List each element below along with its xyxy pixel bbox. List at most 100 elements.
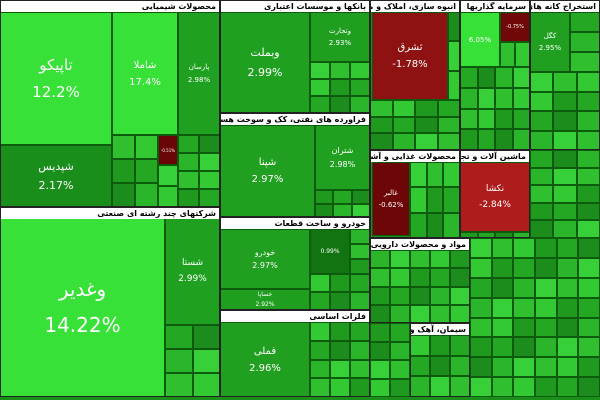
stock-change: 12.2% [32, 83, 80, 101]
filler-tile [553, 185, 577, 203]
filler-tile [495, 232, 513, 238]
filler-tile [315, 190, 334, 204]
filler-tile [530, 202, 554, 221]
filler-tile [350, 79, 370, 96]
filler-tile [470, 277, 492, 298]
filler-tile [351, 203, 370, 217]
filler-tile [392, 100, 415, 117]
filler-tile [553, 91, 577, 111]
filler-tile [535, 377, 557, 397]
filler-tile [350, 274, 370, 292]
filler-tile [370, 268, 390, 287]
filler-tile [165, 349, 193, 373]
filler-tile [430, 376, 450, 397]
filler-tile [450, 335, 470, 356]
filler-tile [390, 378, 410, 397]
filler-tile [530, 167, 554, 186]
filler-tile [437, 100, 460, 117]
stock-tile: وتجارت 2.93% [310, 12, 370, 62]
filler-tile [553, 111, 577, 131]
filler-tile [535, 317, 557, 338]
filler-tile [112, 135, 135, 159]
filler-tile [556, 238, 579, 258]
filler-tile [178, 153, 199, 171]
filler-tile [570, 52, 600, 72]
filler-tile [350, 359, 370, 379]
filler-tile [535, 297, 557, 318]
stock-tile: خودرو 2.97% [220, 229, 310, 289]
stock-tile: شپنا 2.97% [220, 125, 315, 217]
filler-tile [330, 274, 350, 292]
filler-tile [370, 250, 390, 269]
filler-tile [556, 357, 579, 378]
filler-tile [491, 277, 514, 298]
stock-name: خساپا [257, 290, 273, 298]
stock-tile: وبملت 2.99% [220, 12, 310, 113]
stock-change: -1.78% [392, 59, 428, 70]
filler-tile [450, 250, 470, 269]
stock-name: پارسان [188, 63, 210, 72]
filler-tile [192, 373, 220, 397]
filler-tile [135, 135, 158, 159]
filler-tile [370, 378, 390, 397]
filler-tile [513, 238, 535, 258]
filler-tile [513, 317, 535, 338]
stock-change: 17.4% [129, 76, 161, 88]
filler-tile [310, 62, 330, 79]
filler-tile [158, 186, 178, 207]
stock-change: 2.97% [251, 174, 284, 185]
filler-tile [491, 238, 514, 258]
filler-tile [530, 72, 554, 92]
filler-tile [330, 292, 350, 310]
filler-tile [576, 72, 600, 92]
filler-tile [350, 378, 370, 397]
filler-tile [450, 304, 470, 323]
stock-tile: -0.51% [158, 135, 178, 165]
filler-tile [556, 337, 579, 358]
filler-tile [390, 286, 410, 305]
filler-tile [410, 268, 430, 287]
filler-tile [495, 87, 513, 109]
filler-tile [410, 335, 430, 356]
filler-tile [450, 268, 470, 287]
filler-tile [310, 340, 330, 360]
filler-tile [513, 297, 535, 318]
filler-tile [556, 297, 579, 318]
stock-name: وبملت [250, 46, 280, 60]
stock-name: خودرو [254, 247, 276, 257]
stock-name: شاملا [133, 59, 157, 71]
filler-tile [448, 41, 460, 71]
filler-tile [576, 150, 600, 168]
filler-tile [470, 337, 492, 358]
filler-tile [576, 91, 600, 111]
filler-tile [491, 257, 514, 278]
filler-tile [112, 183, 135, 207]
filler-tile [513, 257, 535, 278]
filler-tile [576, 130, 600, 150]
filler-tile [530, 220, 554, 238]
stock-change: 2.97% [252, 261, 278, 271]
stock-name: تاپیکو [39, 56, 73, 74]
filler-tile [477, 129, 495, 150]
filler-tile [512, 108, 530, 130]
filler-tile [315, 203, 334, 217]
filler-tile [350, 229, 370, 244]
filler-tile [443, 187, 460, 213]
stock-change: 6.05% [468, 35, 492, 44]
filler-tile [410, 355, 430, 377]
stock-tile: شتران 2.98% [315, 125, 370, 190]
sector-title: سرمایه گذاریها [461, 1, 529, 12]
stock-tile: فملی 2.96% [220, 322, 310, 397]
stock-change: 2.93% [328, 39, 352, 48]
filler-tile [470, 297, 492, 318]
stock-tile: شپدیس 2.17% [0, 145, 112, 207]
filler-tile [390, 268, 410, 287]
stock-name: شپدیس [38, 159, 74, 173]
filler-tile [333, 190, 352, 204]
filler-tile [392, 116, 415, 134]
stock-change: 2.17% [38, 179, 74, 193]
filler-tile [199, 171, 220, 189]
filler-tile [370, 133, 393, 150]
filler-tile [515, 42, 530, 67]
filler-tile [460, 129, 478, 150]
